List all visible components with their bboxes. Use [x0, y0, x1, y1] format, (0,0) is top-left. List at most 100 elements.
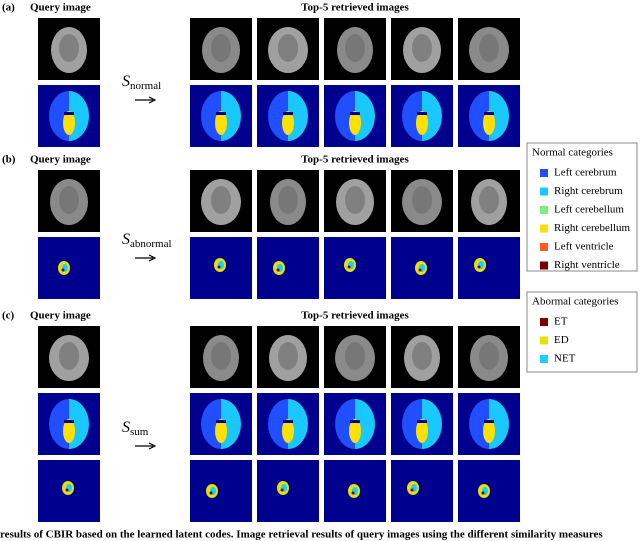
segmentation-image	[257, 85, 319, 147]
segmentation-image	[391, 85, 453, 147]
et	[280, 488, 284, 492]
legend-label: Right cerebellum	[554, 222, 631, 234]
mri-image	[324, 326, 386, 388]
brain-detail	[59, 186, 79, 214]
et	[477, 265, 481, 269]
retrieved-title: Top-5 retrieved images	[301, 154, 409, 166]
operator-symbol: S	[122, 419, 130, 436]
mri-image	[458, 326, 520, 388]
retrieved-title: Top-5 retrieved images	[301, 2, 409, 14]
ventricle	[64, 112, 74, 115]
cerebellum	[483, 111, 495, 135]
cerebellum	[416, 419, 428, 443]
ventricle	[484, 420, 494, 423]
et	[65, 488, 69, 492]
mri-image	[257, 170, 319, 232]
legend-swatch	[540, 318, 548, 326]
tumor-image	[257, 237, 319, 299]
arrow-head	[148, 96, 157, 104]
tumor-image	[391, 237, 453, 299]
brain-detail	[345, 342, 365, 370]
brain-detail	[412, 342, 432, 370]
et	[276, 268, 280, 272]
ventricle	[417, 112, 427, 115]
image-bg	[458, 237, 520, 299]
brain-detail	[479, 186, 499, 214]
brain-detail	[211, 186, 231, 214]
mri-image	[391, 326, 453, 388]
section-label: (c)	[2, 310, 15, 322]
brain-detail	[412, 186, 432, 214]
operator-symbol: S	[122, 231, 130, 248]
brain-detail	[59, 342, 79, 370]
ventricle	[216, 112, 226, 115]
segmentation-image	[324, 85, 386, 147]
ventricle	[64, 420, 74, 423]
ventricle	[283, 112, 293, 115]
tumor-image	[38, 460, 100, 522]
image-bg	[190, 460, 252, 522]
et	[481, 491, 485, 495]
ventricle	[350, 112, 360, 115]
mri-image	[458, 170, 520, 232]
brain-detail	[278, 34, 298, 62]
operator: Ssum	[122, 419, 149, 438]
legend-label: Right ventricle	[554, 259, 620, 271]
tumor-image	[324, 237, 386, 299]
brain-detail	[59, 34, 79, 62]
legend-label: Right cerebrum	[554, 185, 623, 197]
ventricle	[216, 420, 226, 423]
cerebellum	[483, 419, 495, 443]
et	[351, 491, 355, 495]
et	[418, 268, 422, 272]
brain-detail	[211, 34, 231, 62]
et	[217, 265, 221, 269]
operator: Snormal	[122, 73, 161, 92]
retrieved-title: Top-5 retrieved images	[301, 310, 409, 322]
cerebellum	[416, 111, 428, 135]
brain-detail	[278, 342, 298, 370]
mri-image	[190, 326, 252, 388]
segmentation-image	[458, 85, 520, 147]
mri-image	[190, 18, 252, 80]
segmentation-image	[38, 393, 100, 455]
tumor-image	[257, 460, 319, 522]
operator-subscript: normal	[130, 80, 161, 92]
legend-swatch	[540, 169, 548, 177]
tumor-image	[38, 237, 100, 299]
ventricle	[417, 420, 427, 423]
legend-label: Left cerebellum	[554, 204, 624, 216]
segmentation-image	[190, 393, 252, 455]
segmentation-image	[38, 85, 100, 147]
operator-symbol: S	[122, 73, 130, 90]
cerebellum	[63, 111, 75, 135]
mri-image	[190, 170, 252, 232]
segmentation-image	[190, 85, 252, 147]
cerebellum	[63, 419, 75, 443]
cerebellum	[349, 419, 361, 443]
legend-label: NET	[554, 353, 576, 365]
legend-swatch	[540, 336, 548, 345]
operator-subscript: abnormal	[130, 238, 172, 250]
mri-image	[324, 18, 386, 80]
legend-label: Left ventricle	[554, 241, 614, 253]
tumor-image	[190, 237, 252, 299]
mri-image	[391, 170, 453, 232]
legend-title: Abormal categories	[532, 296, 618, 308]
query-title: Query image	[30, 310, 91, 322]
segmentation-image	[391, 393, 453, 455]
et	[410, 488, 414, 492]
image-bg	[391, 460, 453, 522]
et	[61, 268, 65, 272]
ventricle	[283, 420, 293, 423]
tumor-image	[324, 460, 386, 522]
tumor-image	[458, 460, 520, 522]
tumor-image	[391, 460, 453, 522]
section-label: (b)	[2, 154, 16, 166]
brain-detail	[211, 342, 231, 370]
legend-swatch	[540, 355, 548, 363]
segmentation-image	[458, 393, 520, 455]
arrow-head	[148, 442, 157, 450]
ventricle	[350, 420, 360, 423]
